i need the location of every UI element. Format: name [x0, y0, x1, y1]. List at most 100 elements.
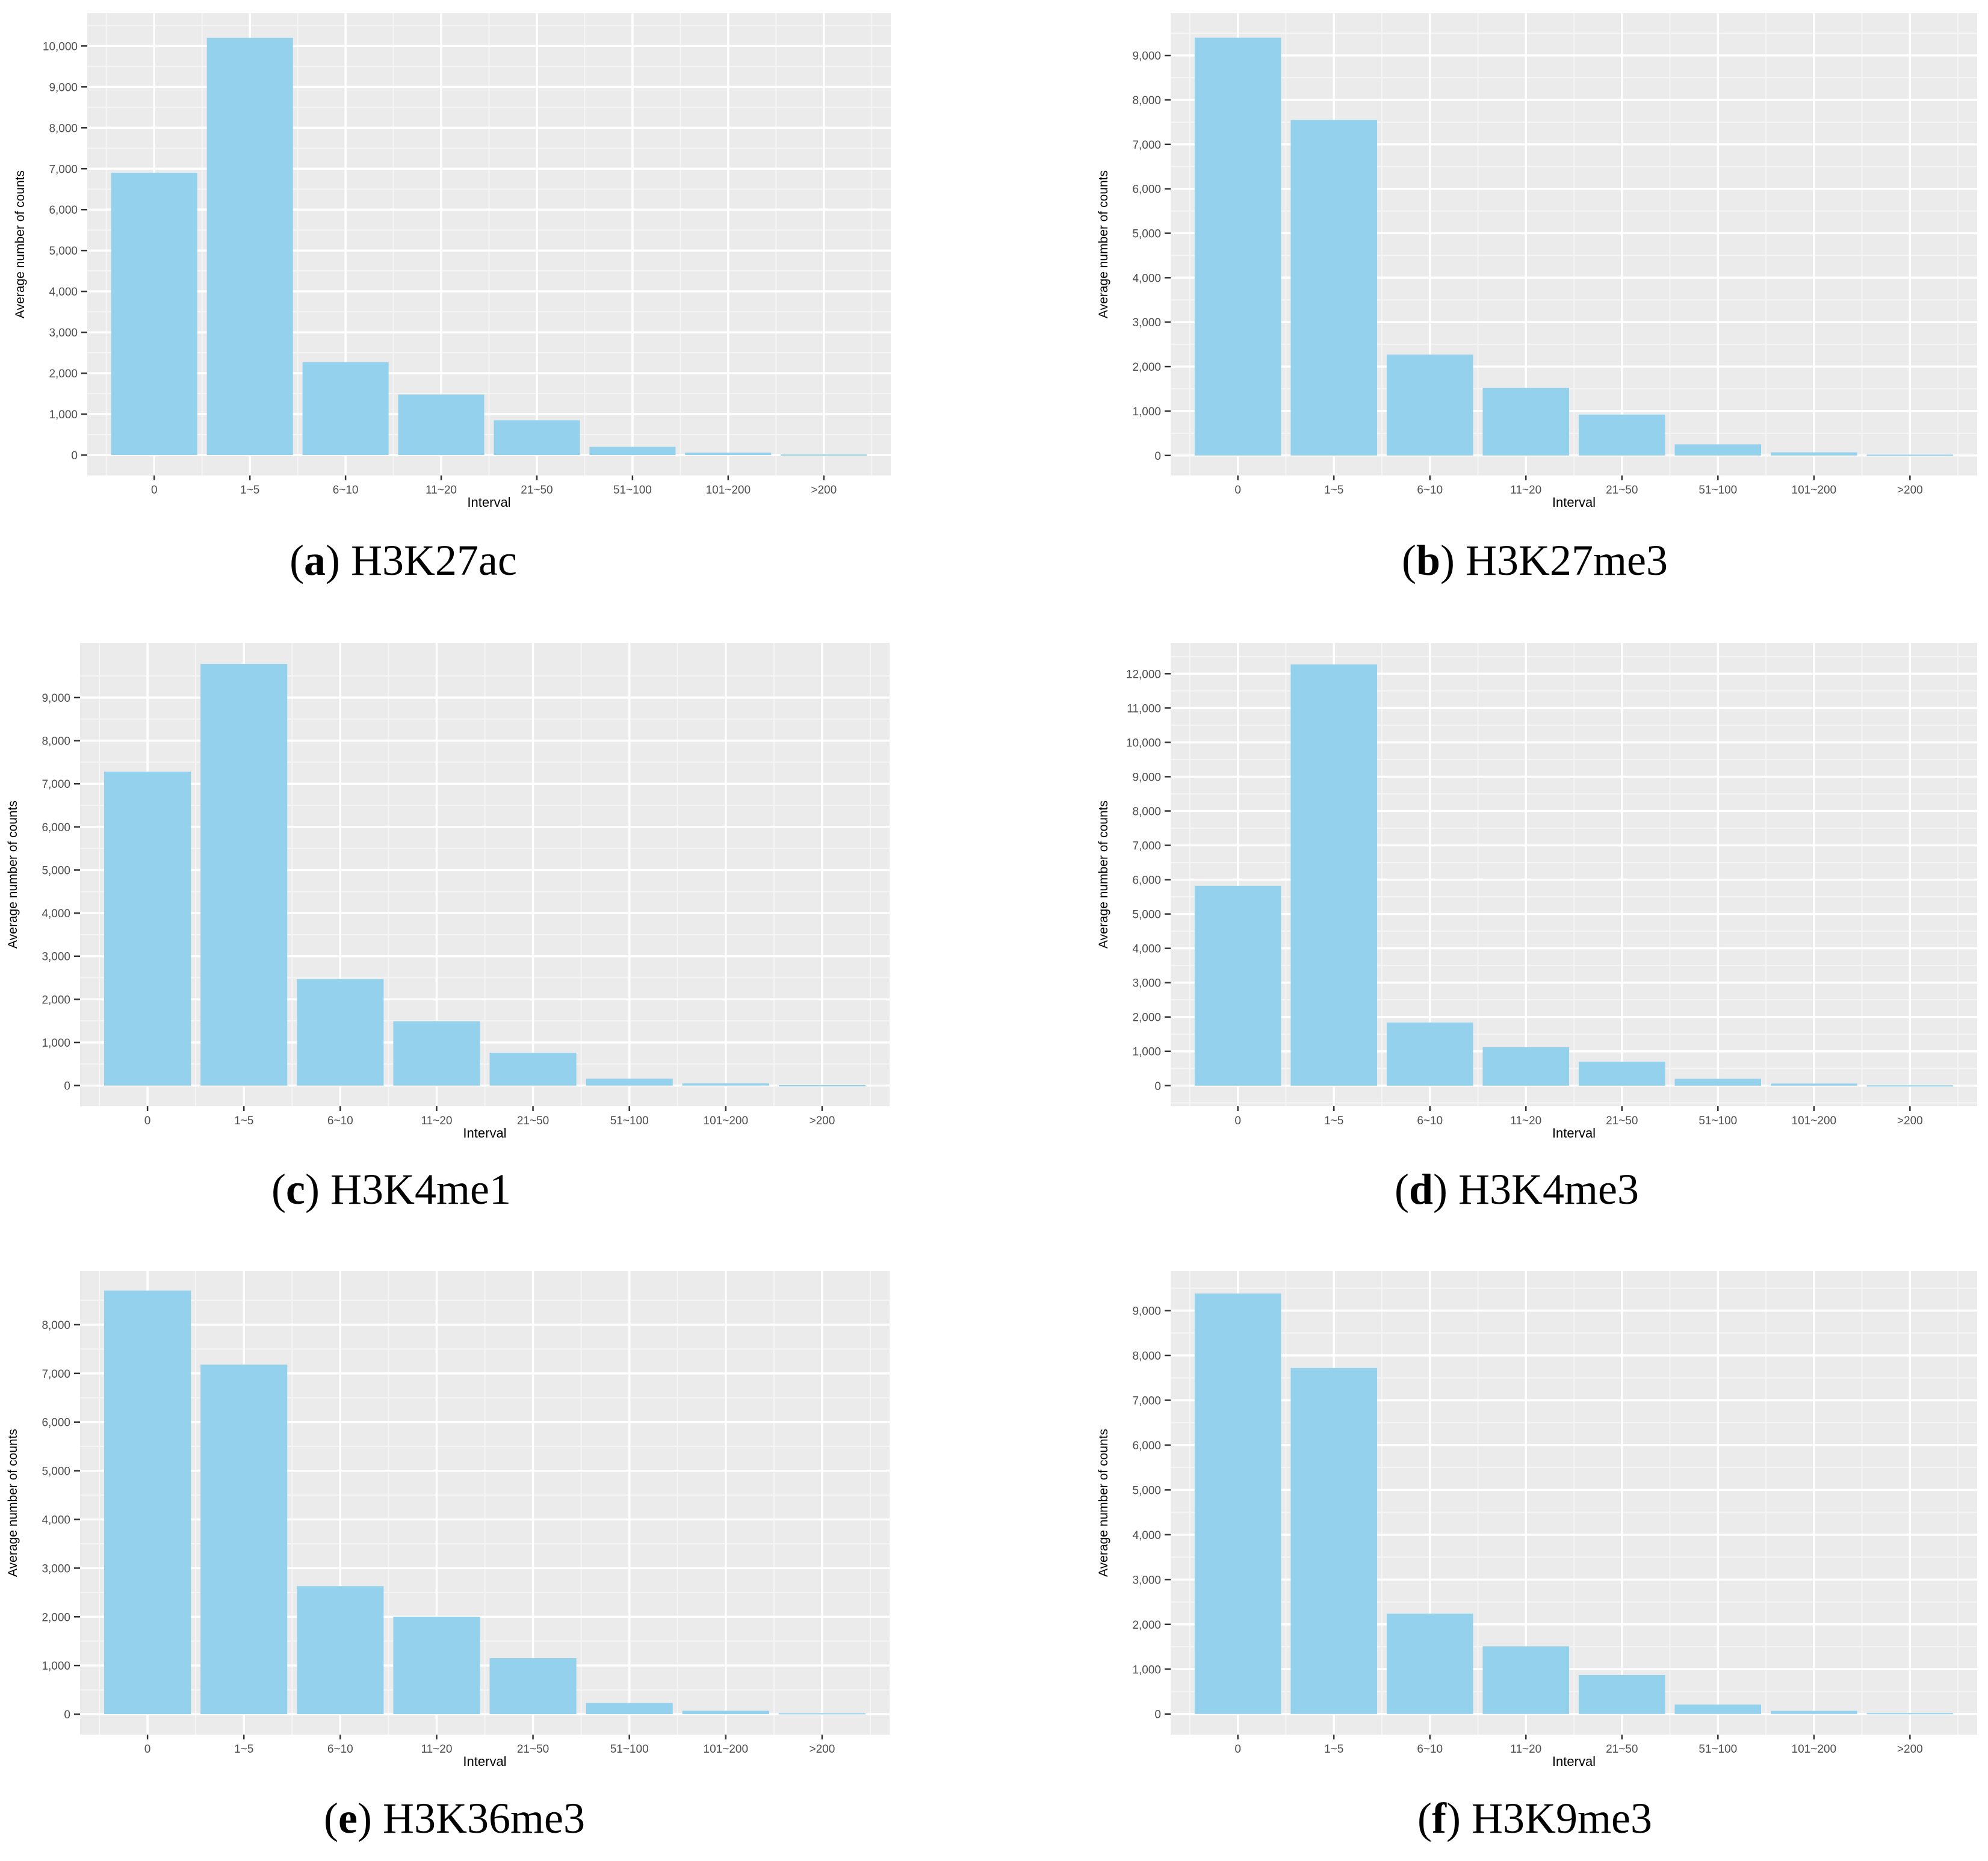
bar-c-1	[200, 664, 288, 1086]
y-tick-label-f: 2,000	[1132, 1619, 1161, 1632]
x-tick-label-b: 0	[1234, 484, 1241, 497]
x-tick-label-b: >200	[1897, 484, 1923, 497]
bar-d-4	[1578, 1061, 1665, 1086]
bar-d-0	[1194, 885, 1281, 1086]
x-tick-label-e: 6~10	[327, 1743, 353, 1756]
x-tick-label-c: >200	[810, 1115, 835, 1127]
y-tick-label-c: 5,000	[42, 864, 70, 877]
bar-c-7	[778, 1085, 865, 1086]
y-tick-label-d: 10,000	[1126, 737, 1161, 749]
bar-c-0	[104, 772, 191, 1086]
y-tick-label-b: 4,000	[1132, 272, 1161, 285]
y-tick-label-c: 6,000	[42, 822, 70, 834]
y-tick-label-b: 7,000	[1132, 139, 1161, 152]
bar-d-2	[1386, 1022, 1473, 1086]
y-tick-label-f: 4,000	[1132, 1529, 1161, 1542]
y-tick-label-a: 9,000	[49, 81, 78, 94]
bar-c-4	[489, 1053, 577, 1086]
y-tick-label-d: 4,000	[1132, 943, 1161, 956]
y-tick-label-c: 1,000	[42, 1037, 70, 1050]
x-axis-title-b: Interval	[1552, 495, 1596, 510]
x-tick-label-b: 101~200	[1792, 484, 1837, 497]
y-tick-label-b: 2,000	[1132, 361, 1161, 374]
bar-f-5	[1674, 1705, 1762, 1714]
y-tick-label-e: 0	[64, 1709, 70, 1721]
x-tick-label-d: 21~50	[1606, 1115, 1638, 1127]
x-tick-label-b: 11~20	[1510, 484, 1541, 497]
y-tick-label-b: 0	[1154, 450, 1161, 463]
y-axis-title-b: Average number of counts	[1097, 170, 1110, 318]
y-tick-label-d: 11,000	[1127, 702, 1161, 715]
y-axis-title-d: Average number of counts	[1097, 800, 1110, 949]
y-tick-label-e: 8,000	[42, 1319, 70, 1332]
bar-a-6	[685, 452, 772, 456]
y-tick-label-d: 12,000	[1126, 668, 1161, 681]
y-tick-label-a: 3,000	[49, 327, 78, 339]
x-tick-label-d: 51~100	[1698, 1115, 1737, 1127]
bar-f-1	[1290, 1367, 1377, 1714]
caption-e: (e) H3K36me3	[324, 1794, 585, 1842]
x-tick-label-f: 1~5	[1324, 1743, 1343, 1756]
y-tick-label-c: 3,000	[42, 951, 70, 964]
x-tick-label-a: 1~5	[240, 484, 259, 497]
bar-c-3	[393, 1021, 480, 1086]
bar-a-3	[398, 394, 485, 456]
y-axis-title-c: Average number of counts	[6, 800, 20, 949]
bar-e-7	[778, 1713, 865, 1715]
x-tick-label-f: 101~200	[1792, 1743, 1837, 1756]
bar-e-1	[200, 1364, 288, 1715]
y-tick-label-e: 4,000	[42, 1514, 70, 1527]
y-tick-label-d: 2,000	[1132, 1012, 1161, 1024]
x-axis-title-a: Interval	[467, 495, 510, 510]
y-tick-label-a: 6,000	[49, 204, 78, 217]
x-tick-label-a: 51~100	[613, 484, 652, 497]
y-axis-title-f: Average number of counts	[1097, 1429, 1110, 1577]
x-tick-label-d: 6~10	[1417, 1115, 1443, 1127]
bar-b-3	[1482, 388, 1570, 456]
x-tick-label-a: 0	[151, 484, 158, 497]
x-tick-label-c: 0	[144, 1115, 151, 1127]
bar-e-2	[297, 1586, 384, 1715]
x-tick-label-a: 101~200	[706, 484, 751, 497]
caption-b: (b) H3K27me3	[1402, 536, 1668, 584]
bar-f-6	[1771, 1711, 1857, 1714]
bar-a-2	[302, 362, 389, 456]
x-tick-label-c: 6~10	[327, 1115, 353, 1127]
bar-f-7	[1866, 1713, 1954, 1715]
y-tick-label-d: 8,000	[1132, 805, 1161, 818]
x-tick-label-a: >200	[811, 484, 837, 497]
bar-f-3	[1482, 1646, 1570, 1714]
y-tick-label-b: 1,000	[1132, 406, 1161, 418]
bar-f-2	[1386, 1613, 1473, 1714]
y-tick-label-a: 1,000	[49, 409, 78, 421]
y-tick-label-f: 7,000	[1132, 1395, 1161, 1407]
x-tick-label-e: 0	[144, 1743, 151, 1756]
bar-a-7	[781, 454, 867, 456]
x-tick-label-e: 101~200	[704, 1743, 749, 1756]
bar-e-5	[586, 1703, 673, 1715]
y-tick-label-d: 3,000	[1132, 977, 1161, 990]
y-tick-label-f: 6,000	[1132, 1440, 1161, 1452]
y-tick-label-b: 5,000	[1132, 228, 1161, 241]
x-tick-label-e: >200	[810, 1743, 835, 1756]
caption-a: (a) H3K27ac	[290, 536, 517, 584]
y-tick-label-d: 5,000	[1132, 909, 1161, 921]
x-tick-label-e: 51~100	[610, 1743, 649, 1756]
bar-d-6	[1771, 1083, 1857, 1086]
y-tick-label-a: 2,000	[49, 368, 78, 380]
x-tick-label-c: 51~100	[610, 1115, 649, 1127]
y-tick-label-a: 8,000	[49, 122, 78, 135]
bar-b-5	[1674, 444, 1762, 456]
bar-a-0	[111, 173, 197, 456]
x-tick-label-f: 51~100	[1698, 1743, 1737, 1756]
y-tick-label-c: 4,000	[42, 908, 70, 920]
x-tick-label-f: 11~20	[1510, 1743, 1541, 1756]
y-tick-label-c: 8,000	[42, 735, 70, 748]
y-tick-label-a: 0	[71, 450, 78, 462]
x-tick-label-b: 6~10	[1417, 484, 1443, 497]
bar-d-3	[1482, 1047, 1570, 1086]
bar-b-7	[1866, 454, 1954, 456]
x-tick-label-c: 101~200	[704, 1115, 749, 1127]
x-tick-label-a: 6~10	[333, 484, 359, 497]
caption-f: (f) H3K9me3	[1417, 1794, 1652, 1842]
